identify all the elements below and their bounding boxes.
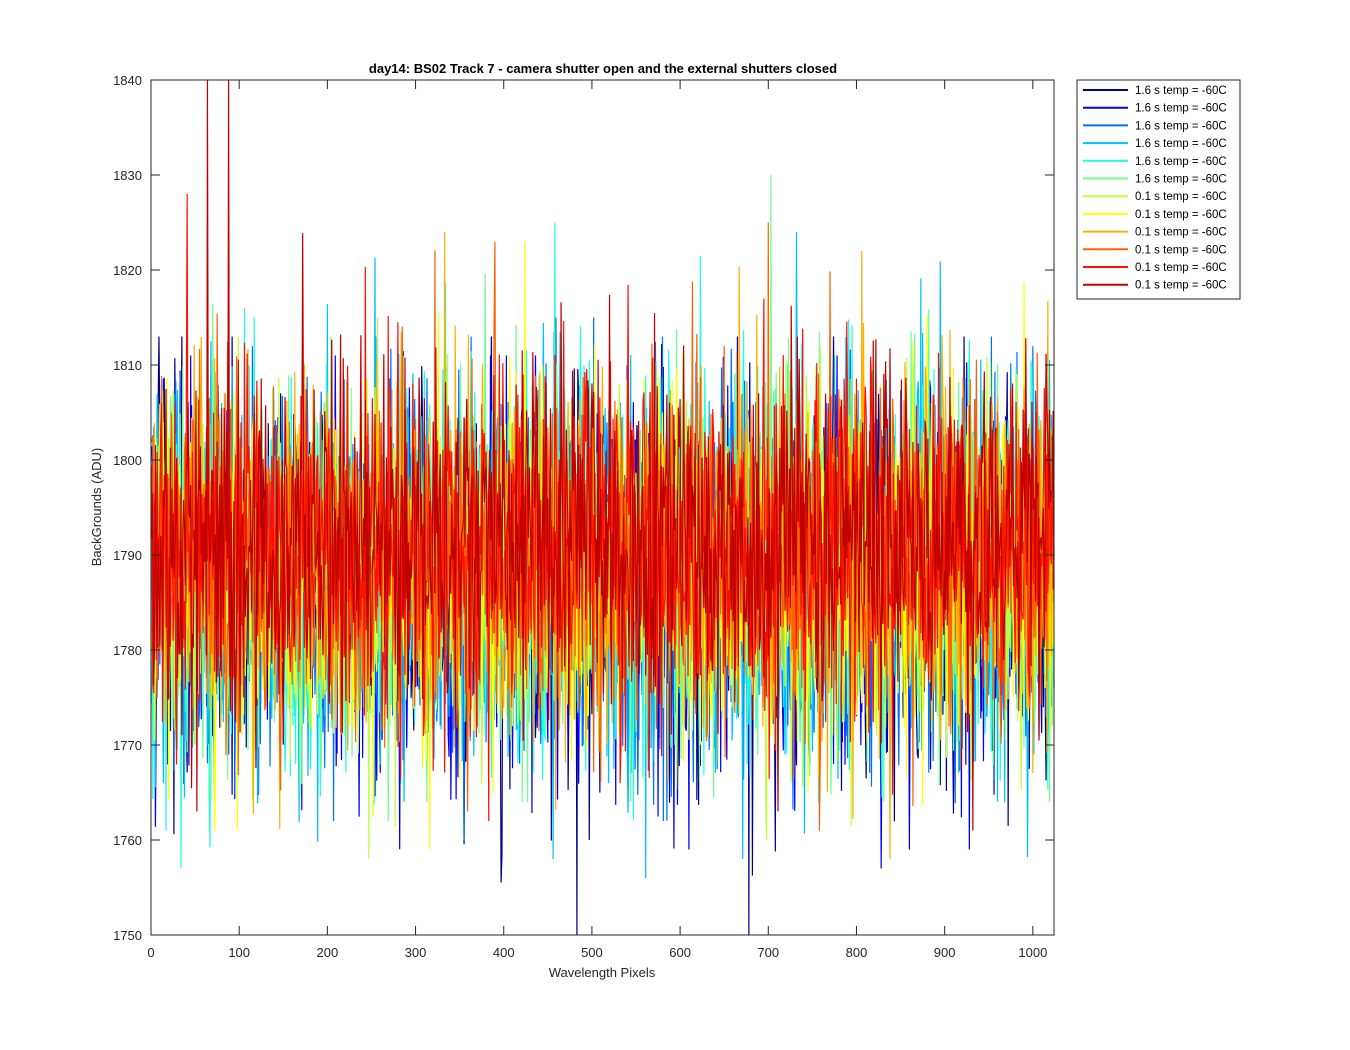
x-tick-label: 0 [147, 945, 154, 960]
y-tick-label: 1810 [113, 358, 142, 373]
y-tick-label: 1820 [113, 263, 142, 278]
series-layer [151, 79, 1055, 936]
x-tick-label: 100 [228, 945, 250, 960]
y-tick-label: 1750 [113, 928, 142, 943]
x-tick-label: 800 [846, 945, 868, 960]
series-line-12 [151, 79, 1055, 831]
series-line-11 [151, 193, 1055, 822]
legend-label-2: 1.6 s temp = -60C [1135, 103, 1227, 115]
legend-label-11: 0.1 s temp = -60C [1135, 262, 1227, 274]
y-axis-label: BackGrounds (ADU) [89, 448, 104, 566]
y-tick-label: 1760 [113, 833, 142, 848]
x-tick-label: 400 [493, 945, 515, 960]
y-tick-label: 1780 [113, 643, 142, 658]
legend-label-12: 0.1 s temp = -60C [1135, 280, 1227, 292]
x-axis-label: Wavelength Pixels [549, 965, 656, 980]
legend-label-5: 1.6 s temp = -60C [1135, 156, 1227, 168]
legend: 1.6 s temp = -60C 1.6 s temp = -60C 1.6 s … [1076, 79, 1241, 300]
y-tick-label: 1840 [113, 73, 142, 88]
legend-items: 1.6 s temp = -60C 1.6 s temp = -60C 1.6 s … [1083, 85, 1227, 292]
x-tick-label: 600 [669, 945, 691, 960]
legend-label-4: 1.6 s temp = -60C [1135, 138, 1227, 150]
legend-label-7: 0.1 s temp = -60C [1135, 191, 1227, 203]
x-tick-label: 900 [934, 945, 956, 960]
y-tick-label: 1830 [113, 168, 142, 183]
legend-label-3: 1.6 s temp = -60C [1135, 120, 1227, 132]
chart-title: day14: BS02 Track 7 - camera shutter ope… [369, 61, 837, 76]
x-tick-label: 500 [581, 945, 603, 960]
legend-label-9: 0.1 s temp = -60C [1135, 227, 1227, 239]
x-tick-label: 1000 [1018, 945, 1047, 960]
legend-box [1076, 79, 1241, 300]
legend-label-8: 0.1 s temp = -60C [1135, 209, 1227, 221]
ticks-layer: 0 100 200 300 400 500 600 700 800 900 1000 1750 1760… [113, 73, 1054, 960]
legend-label-1: 1.6 s temp = -60C [1135, 85, 1227, 97]
x-tick-label: 700 [757, 945, 779, 960]
x-tick-label: 300 [405, 945, 427, 960]
y-tick-label: 1790 [113, 548, 142, 563]
legend-label-10: 0.1 s temp = -60C [1135, 244, 1227, 256]
x-tick-label: 200 [317, 945, 339, 960]
legend-label-6: 1.6 s temp = -60C [1135, 174, 1227, 186]
y-tick-label: 1800 [113, 453, 142, 468]
plot-frame [150, 79, 1055, 936]
y-tick-label: 1770 [113, 738, 142, 753]
